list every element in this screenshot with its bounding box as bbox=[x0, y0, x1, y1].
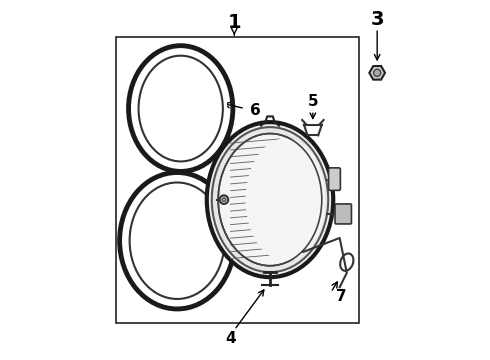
Ellipse shape bbox=[212, 127, 328, 272]
Text: 5: 5 bbox=[308, 94, 318, 109]
Circle shape bbox=[222, 198, 226, 202]
Ellipse shape bbox=[218, 134, 322, 266]
Ellipse shape bbox=[125, 178, 229, 303]
Ellipse shape bbox=[245, 138, 325, 261]
Polygon shape bbox=[369, 66, 385, 80]
Text: 6: 6 bbox=[250, 103, 261, 118]
Text: 4: 4 bbox=[225, 332, 236, 346]
Ellipse shape bbox=[207, 122, 333, 277]
Text: 7: 7 bbox=[336, 289, 347, 303]
Circle shape bbox=[220, 195, 228, 204]
Text: 1: 1 bbox=[227, 13, 241, 32]
FancyBboxPatch shape bbox=[329, 168, 341, 190]
Bar bbox=[117, 37, 359, 323]
Text: 3: 3 bbox=[370, 10, 384, 29]
FancyBboxPatch shape bbox=[335, 204, 351, 224]
Circle shape bbox=[373, 69, 381, 76]
Text: 2: 2 bbox=[143, 192, 154, 207]
Ellipse shape bbox=[134, 51, 227, 166]
